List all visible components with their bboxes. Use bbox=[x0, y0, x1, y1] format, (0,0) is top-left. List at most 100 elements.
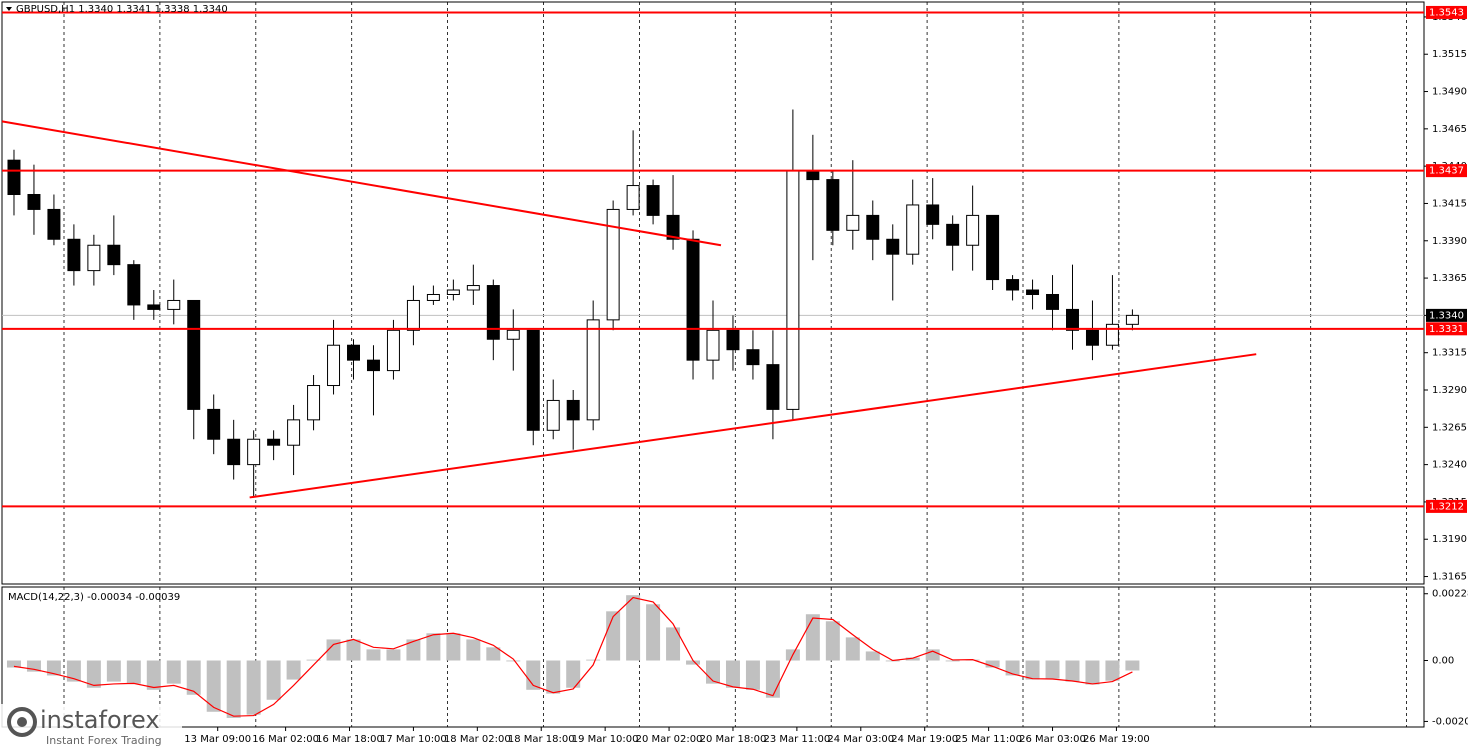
macd-bar bbox=[26, 660, 41, 672]
level-label-box bbox=[1426, 322, 1467, 336]
watermark-brand: instaforex bbox=[40, 706, 160, 734]
grid bbox=[63, 2, 1407, 727]
candle-body bbox=[327, 344, 341, 387]
trendline bbox=[1, 120, 722, 247]
candle-body bbox=[466, 285, 480, 291]
macd-bar bbox=[166, 660, 181, 684]
x-tick-label: 18 Mar 18:00 bbox=[508, 734, 575, 745]
y-tick-label: 1.3290 bbox=[1432, 385, 1467, 396]
macd-bar bbox=[745, 660, 760, 690]
current-price-label: 1.3340 bbox=[1429, 310, 1464, 321]
macd-title: MACD(14,22,3) -0.00034 -0.00039 bbox=[8, 592, 180, 603]
y-tick-label: 0.00 bbox=[1432, 656, 1454, 667]
candle-body bbox=[147, 304, 161, 310]
y-tick-label: 0.00228 bbox=[1432, 589, 1468, 600]
candle-body bbox=[87, 244, 101, 272]
macd-bar bbox=[586, 659, 601, 661]
x-tick-label: 13 Mar 09:00 bbox=[184, 734, 251, 745]
x-tick-label: 24 Mar 19:00 bbox=[891, 734, 958, 745]
x-tick-label: 26 Mar 03:00 bbox=[1019, 734, 1086, 745]
title-marker bbox=[6, 7, 12, 11]
level-label: 1.3543 bbox=[1429, 7, 1464, 18]
x-tick-label: 25 Mar 11:00 bbox=[955, 734, 1022, 745]
level-label: 1.3437 bbox=[1429, 166, 1464, 177]
candle-body bbox=[1006, 279, 1020, 291]
candle-body bbox=[926, 204, 940, 225]
x-tick-label: 24 Mar 03:00 bbox=[827, 734, 894, 745]
candle-body bbox=[227, 438, 241, 466]
candle-body bbox=[706, 329, 720, 361]
candle-body bbox=[846, 214, 860, 231]
candle-body bbox=[406, 299, 420, 331]
candle-body bbox=[67, 238, 81, 272]
candle-body bbox=[267, 438, 281, 446]
y-tick-label: 1.3315 bbox=[1432, 348, 1467, 359]
candle-body bbox=[986, 214, 1000, 281]
x-tick-label: 16 Mar 18:00 bbox=[316, 734, 383, 745]
candle-body bbox=[646, 185, 660, 216]
macd-bar bbox=[725, 660, 740, 688]
x-tick-label: 18 Mar 02:00 bbox=[444, 734, 511, 745]
candle-body bbox=[1085, 329, 1099, 346]
macd-bar bbox=[246, 660, 261, 715]
macd-bar bbox=[406, 639, 421, 661]
x-tick-label: 20 Mar 02:00 bbox=[636, 734, 703, 745]
macd-bar bbox=[366, 649, 381, 661]
macd-bar bbox=[945, 660, 960, 662]
macd-bar bbox=[506, 660, 521, 662]
x-tick-label: 26 Mar 19:00 bbox=[1083, 734, 1150, 745]
macd-bar bbox=[686, 660, 701, 665]
candle-body bbox=[127, 264, 141, 306]
macd-bar bbox=[386, 649, 401, 661]
macd-bar bbox=[306, 659, 321, 661]
watermark: instaforex Instant Forex Trading bbox=[0, 704, 182, 750]
level-label-box bbox=[1426, 164, 1467, 178]
candle-body bbox=[946, 223, 960, 246]
candle-body bbox=[1046, 293, 1060, 310]
x-tick-label: 23 Mar 11:00 bbox=[763, 734, 830, 745]
candle-body bbox=[666, 214, 680, 240]
candle-body bbox=[886, 238, 900, 255]
candle-body bbox=[1066, 308, 1079, 331]
macd-bar bbox=[845, 637, 860, 661]
macd-bar bbox=[765, 660, 780, 698]
candle-body bbox=[27, 194, 41, 210]
candle-body bbox=[347, 344, 360, 361]
candle-body bbox=[207, 408, 221, 440]
y-tick-label: 1.3365 bbox=[1432, 273, 1467, 284]
macd-bar bbox=[346, 639, 361, 661]
macd-bar bbox=[925, 649, 940, 661]
y-tick-label: 1.3190 bbox=[1432, 534, 1467, 545]
y-tick-label: 1.3415 bbox=[1432, 198, 1467, 209]
signal-line bbox=[13, 596, 1133, 717]
candle-body bbox=[47, 208, 61, 240]
candle-body bbox=[626, 185, 640, 210]
candle-body bbox=[7, 159, 21, 196]
y-tick-label: 1.3465 bbox=[1432, 124, 1467, 135]
candle-body bbox=[187, 299, 201, 410]
macd-bar bbox=[1125, 660, 1140, 671]
trendline bbox=[249, 353, 1257, 499]
x-tick-label: 19 Mar 10:00 bbox=[572, 734, 639, 745]
candle-body bbox=[247, 438, 261, 466]
watermark-tagline: Instant Forex Trading bbox=[46, 734, 162, 747]
candle-body bbox=[1125, 314, 1139, 325]
level-label: 1.3331 bbox=[1429, 324, 1464, 335]
candle-body bbox=[167, 299, 181, 310]
candle-body bbox=[906, 204, 920, 255]
macd-bar bbox=[326, 639, 341, 661]
macd-bar bbox=[66, 660, 81, 682]
macd-bar bbox=[6, 660, 21, 668]
macd-bar bbox=[606, 611, 621, 661]
macd-bar bbox=[446, 633, 461, 661]
macd-panel bbox=[1, 586, 1425, 728]
candle-body bbox=[446, 289, 460, 295]
candle-body bbox=[566, 399, 580, 421]
candle-body bbox=[386, 329, 400, 372]
candle-body bbox=[307, 385, 321, 421]
chart-title: GBPUSD,H1 1.3340 1.3341 1.3338 1.3340 bbox=[16, 4, 228, 15]
macd-bar bbox=[905, 657, 920, 661]
y-tick-label: 1.3265 bbox=[1432, 422, 1467, 433]
macd-bar bbox=[1065, 660, 1080, 682]
candle-body bbox=[606, 208, 620, 321]
